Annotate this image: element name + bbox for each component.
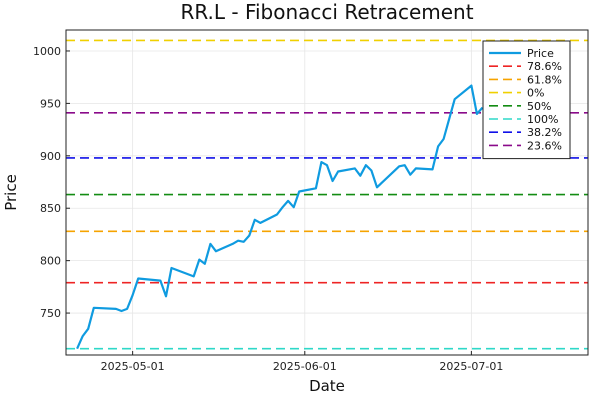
x-tick-label: 2025-05-01: [101, 360, 165, 373]
legend-label: 38.2%: [527, 126, 562, 139]
legend-label: 100%: [527, 113, 558, 126]
legend-label: 50%: [527, 100, 551, 113]
y-tick-label: 1000: [33, 45, 61, 58]
plot-frame: [65, 29, 589, 356]
fibonacci-levels: [66, 39, 588, 350]
chart-title: RR.L - Fibonacci Retracement: [180, 0, 473, 24]
y-tick-label: 800: [40, 255, 61, 268]
x-tick-label: 2025-06-01: [273, 360, 337, 373]
grid: [66, 30, 588, 355]
x-axis-title: Date: [309, 377, 345, 395]
legend-label: 78.6%: [527, 60, 562, 73]
y-tick-label: 750: [40, 307, 61, 320]
y-tick-label: 950: [40, 97, 61, 110]
y-tick-label: 900: [40, 150, 61, 163]
legend-label: 23.6%: [527, 139, 562, 152]
x-tick-label: 2025-07-01: [439, 360, 503, 373]
legend-label: 61.8%: [527, 73, 562, 86]
legend-label: Price: [527, 47, 554, 60]
legend-label: 0%: [527, 87, 544, 100]
y-axis-title: Price: [2, 174, 20, 211]
legend-box: [482, 40, 571, 160]
axis-ticks: 750 800 850 900 950 1000 2025-05-01 2025-06-01 2…: [33, 45, 503, 373]
price-line: [76, 84, 484, 350]
price-series: [76, 84, 484, 350]
y-tick-label: 850: [40, 202, 61, 215]
